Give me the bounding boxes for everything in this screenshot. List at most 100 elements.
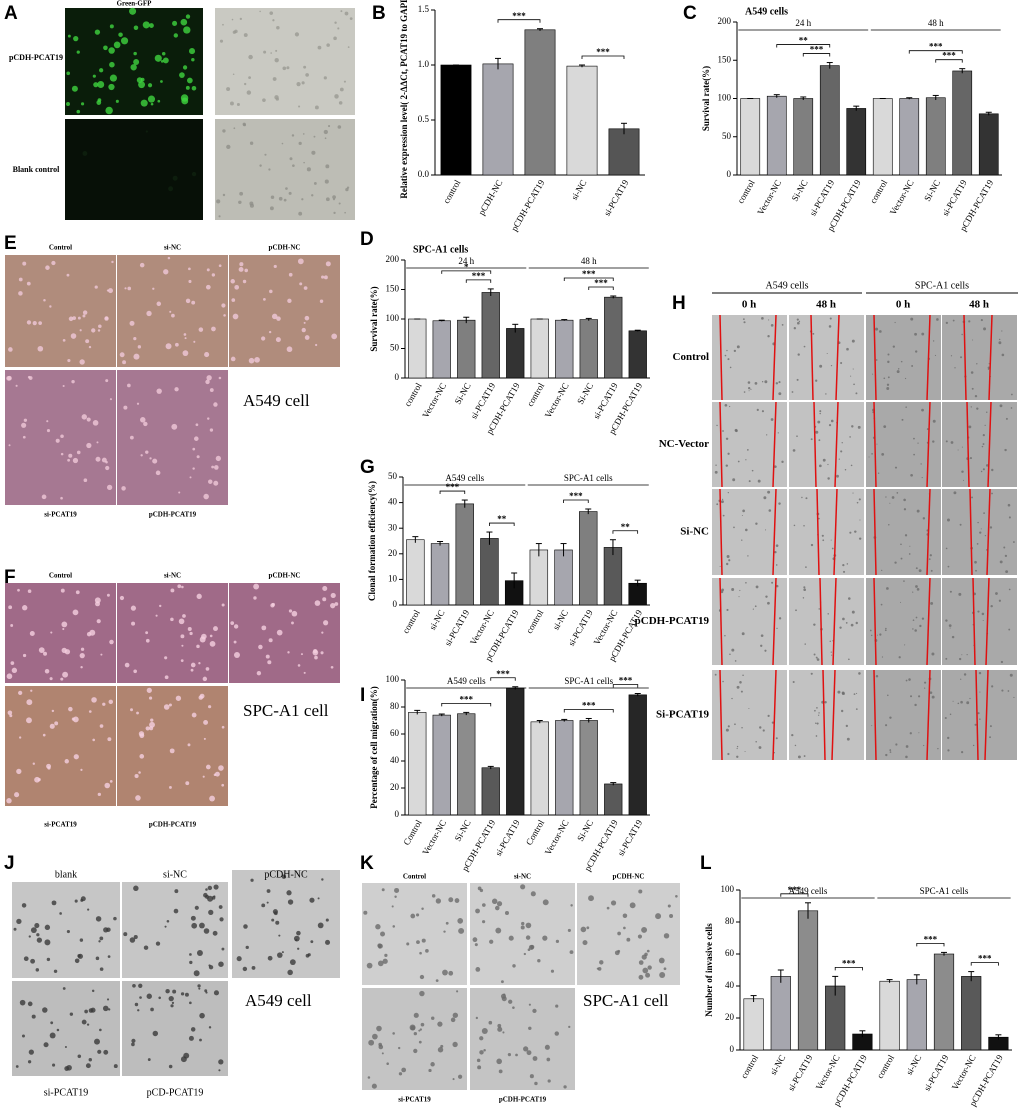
- cell-texture: [958, 657, 962, 661]
- cell-texture: [248, 76, 251, 80]
- cell-texture: [1005, 417, 1008, 420]
- cell-texture: [50, 1021, 54, 1025]
- wound-edge: [972, 577, 976, 666]
- cell-texture: [761, 410, 765, 413]
- cell-texture: [209, 795, 215, 802]
- cell-texture: [976, 543, 979, 545]
- x-tick-label: control: [735, 178, 757, 206]
- cell-texture: [107, 737, 112, 742]
- cell-texture: [950, 441, 954, 444]
- cell-texture: [74, 958, 80, 964]
- wound-edge: [969, 488, 973, 576]
- cell-texture: [205, 667, 210, 671]
- cell-texture: [586, 926, 590, 930]
- cell-texture: [334, 21, 337, 24]
- cell-texture: [887, 353, 890, 356]
- cell-texture: [937, 747, 939, 750]
- cell-texture: [825, 393, 827, 395]
- cell-texture: [80, 102, 85, 106]
- cell-texture: [398, 1072, 403, 1076]
- cell-texture: [75, 590, 80, 595]
- image-caption: A549 cell: [245, 991, 312, 1010]
- cell-texture: [269, 206, 274, 211]
- cell-texture: [771, 581, 774, 584]
- cell-texture: [6, 798, 12, 804]
- significance-label: ***: [619, 676, 633, 686]
- cell-texture: [746, 449, 749, 451]
- cell-texture: [62, 384, 65, 388]
- cell-texture: [88, 710, 92, 713]
- bar: [952, 70, 973, 176]
- cell-texture: [79, 938, 84, 942]
- cell-texture: [918, 695, 921, 698]
- x-tick-label: control: [525, 381, 547, 409]
- cell-texture: [869, 629, 872, 632]
- cell-texture: [767, 335, 770, 338]
- cell-texture: [242, 122, 246, 126]
- cell-texture: [269, 289, 273, 294]
- cell-texture: [310, 940, 314, 944]
- cell-texture: [736, 747, 738, 750]
- cell-texture: [278, 934, 281, 937]
- cell-texture: [975, 569, 977, 572]
- cell-texture: [761, 316, 764, 320]
- cell-texture: [980, 528, 982, 530]
- cell-texture: [855, 708, 858, 710]
- cell-texture: [202, 775, 205, 778]
- cell-texture: [716, 503, 719, 506]
- cell-texture: [150, 102, 154, 106]
- cell-texture: [207, 417, 210, 420]
- cell-texture: [211, 326, 216, 332]
- cell-texture: [218, 215, 221, 218]
- cell-texture: [542, 899, 549, 906]
- cell-texture: [50, 631, 53, 634]
- cell-texture: [905, 755, 908, 759]
- x-tick-label: Control: [401, 818, 424, 847]
- cell-texture: [918, 732, 920, 734]
- cell-texture: [999, 404, 1003, 408]
- cell-texture: [88, 1008, 94, 1013]
- cell-texture: [136, 402, 140, 405]
- cell-texture: [475, 1016, 479, 1020]
- cell-texture: [261, 625, 267, 631]
- cell-texture: [203, 928, 210, 934]
- cell-texture: [871, 634, 873, 637]
- cell-texture: [156, 301, 162, 307]
- cell-texture: [568, 1025, 571, 1029]
- cell-texture: [945, 657, 948, 660]
- group-label: SPC-A1 cells: [920, 886, 969, 896]
- cell-texture: [192, 447, 196, 451]
- cell-texture: [56, 1028, 60, 1032]
- cell-texture: [203, 719, 209, 725]
- cell-texture: [425, 949, 429, 953]
- cell-texture: [569, 950, 574, 955]
- micrograph: [789, 315, 864, 400]
- cell-texture: [738, 596, 740, 598]
- cell-texture: [314, 600, 321, 606]
- group-label: A549 cells: [789, 886, 828, 896]
- cell-texture: [419, 990, 425, 997]
- cell-texture: [172, 20, 178, 26]
- bar: [579, 511, 598, 606]
- cell-texture: [544, 1044, 550, 1050]
- wound-edge: [873, 314, 877, 401]
- cell-texture: [139, 996, 142, 999]
- cell-texture: [28, 376, 33, 380]
- significance-bracket: [834, 967, 863, 971]
- x-tick-label: control: [524, 608, 546, 636]
- cell-texture: [914, 703, 917, 707]
- cell-texture: [82, 310, 88, 315]
- cell-texture: [716, 424, 718, 427]
- wound-edge: [926, 488, 931, 576]
- cell-texture: [168, 186, 174, 192]
- cell-texture: [928, 558, 931, 561]
- cell-texture: [332, 195, 336, 199]
- cell-texture: [960, 356, 963, 359]
- cell-texture: [949, 590, 952, 593]
- cell-texture: [961, 333, 963, 336]
- significance-label: ***: [929, 42, 943, 52]
- cell-texture: [62, 671, 69, 678]
- cell-texture: [273, 911, 278, 916]
- cell-texture: [791, 391, 794, 393]
- cell-texture: [970, 371, 974, 374]
